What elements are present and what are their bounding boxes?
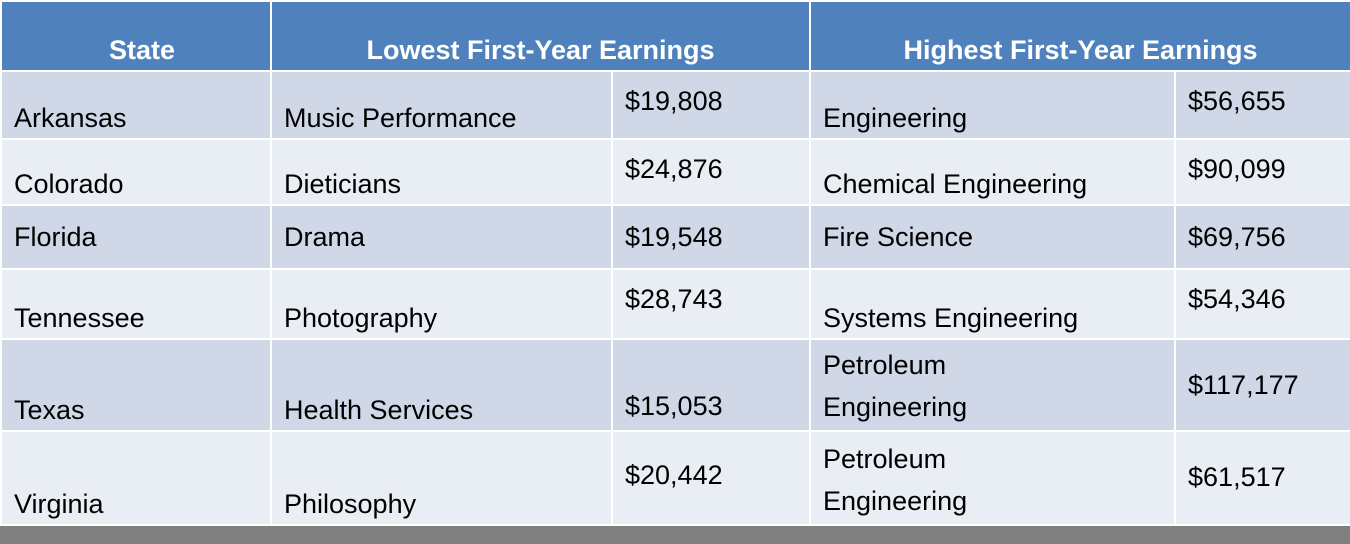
header-highest-earnings: Highest First-Year Earnings	[809, 0, 1350, 72]
table-row: Virginia Philosophy $20,442 Petroleum En…	[0, 430, 1350, 526]
state-cell: Texas	[0, 338, 272, 432]
highest-major-cell: Petroleum Engineering	[809, 338, 1177, 432]
state-cell: Florida	[0, 204, 272, 270]
table-row: Florida Drama $19,548 Fire Science $69,7…	[0, 204, 1350, 270]
highest-major-cell: Engineering	[809, 70, 1177, 140]
table-row: Colorado Dieticians $24,876 Chemical Eng…	[0, 138, 1350, 206]
earnings-table: State Lowest First-Year Earnings Highest…	[0, 0, 1350, 526]
lowest-amount-cell: $19,548	[610, 204, 812, 270]
highest-major-cell: Chemical Engineering	[809, 138, 1177, 206]
header-row: State Lowest First-Year Earnings Highest…	[0, 0, 1350, 72]
lowest-amount-cell: $24,876	[610, 138, 812, 206]
lowest-major-cell: Photography	[270, 268, 613, 340]
lowest-amount-cell: $19,808	[610, 70, 812, 140]
highest-amount-cell: $61,517	[1174, 430, 1350, 526]
highest-amount-cell: $54,346	[1174, 268, 1350, 340]
lowest-major-cell: Music Performance	[270, 70, 613, 140]
state-cell: Virginia	[0, 430, 272, 526]
table-row: Texas Health Services $15,053 Petroleum …	[0, 338, 1350, 432]
highest-amount-cell: $117,177	[1174, 338, 1350, 432]
highest-amount-cell: $69,756	[1174, 204, 1350, 270]
table-row: Tennessee Photography $28,743 Systems En…	[0, 268, 1350, 340]
state-cell: Arkansas	[0, 70, 272, 140]
lowest-major-cell: Drama	[270, 204, 613, 270]
header-state: State	[0, 0, 272, 72]
highest-amount-cell: $90,099	[1174, 138, 1350, 206]
lowest-major-cell: Dieticians	[270, 138, 613, 206]
highest-amount-cell: $56,655	[1174, 70, 1350, 140]
lowest-amount-cell: $28,743	[610, 268, 812, 340]
lowest-amount-cell: $20,442	[610, 430, 812, 526]
lowest-major-cell: Philosophy	[270, 430, 613, 526]
lowest-major-cell: Health Services	[270, 338, 613, 432]
lowest-amount-cell: $15,053	[610, 338, 812, 432]
state-cell: Tennessee	[0, 268, 272, 340]
header-lowest-earnings: Lowest First-Year Earnings	[269, 0, 812, 72]
highest-major-cell: Petroleum Engineering	[809, 430, 1177, 526]
table-row: Arkansas Music Performance $19,808 Engin…	[0, 70, 1350, 140]
highest-major-cell: Fire Science	[809, 204, 1177, 270]
highest-major-cell: Systems Engineering	[809, 268, 1177, 340]
state-cell: Colorado	[0, 138, 272, 206]
